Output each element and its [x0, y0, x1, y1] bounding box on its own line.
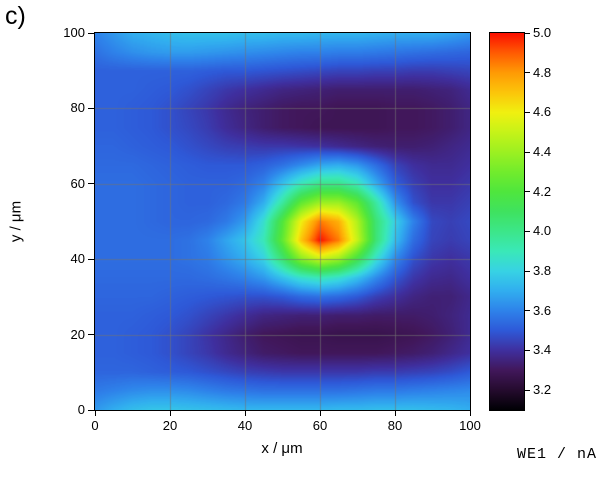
colorbar-tick-label: 3.6 [533, 302, 552, 318]
colorbar-tick [525, 270, 530, 272]
y-tick-label: 20 [70, 326, 85, 342]
x-axis-label: x / μm [261, 440, 303, 457]
heatmap-plot [94, 32, 471, 411]
colorbar-label: WE1 / nA [516, 446, 597, 463]
y-tick [88, 32, 94, 34]
x-tick-label: 20 [162, 418, 178, 433]
y-tick-label: 40 [70, 251, 85, 267]
x-tick-label: 40 [237, 418, 253, 433]
y-axis-label: y / μm [7, 200, 25, 243]
x-tick-label: 100 [459, 418, 481, 433]
colorbar-tick-label: 4.0 [533, 223, 552, 239]
y-tick [88, 107, 94, 109]
colorbar-tick [525, 230, 530, 232]
colorbar-tick [525, 111, 530, 113]
y-tick [88, 334, 94, 336]
x-tick-label: 0 [91, 418, 99, 433]
colorbar-tick-label: 4.2 [533, 183, 552, 199]
colorbar-tick [525, 191, 530, 193]
x-tick-label: 60 [312, 418, 328, 433]
y-tick [88, 258, 94, 260]
y-tick-label: 0 [77, 402, 85, 417]
colorbar-tick-label: 3.8 [533, 263, 552, 279]
y-tick-label: 100 [63, 25, 85, 40]
colorbar-tick [525, 32, 530, 34]
x-tick [169, 411, 171, 416]
figure-label: c) [5, 2, 26, 30]
x-tick [244, 411, 246, 416]
y-tick-label: 60 [70, 175, 85, 191]
colorbar-tick [525, 72, 530, 74]
colorbar-tick-label: 4.4 [533, 144, 552, 160]
colorbar-tick [525, 310, 530, 312]
x-tick-label: 80 [387, 418, 403, 433]
x-tick [94, 411, 96, 416]
x-tick [319, 411, 321, 416]
colorbar-tick-label: 5.0 [533, 25, 552, 40]
y-tick [88, 409, 94, 411]
x-tick [469, 411, 471, 416]
colorbar-tick [525, 349, 530, 351]
y-tick [88, 183, 94, 185]
colorbar-tick-label: 3.4 [533, 342, 552, 358]
colorbar-tick-label: 3.2 [533, 382, 552, 398]
colorbar-tick [525, 151, 530, 153]
colorbar [489, 32, 525, 411]
colorbar-tick [525, 389, 530, 391]
colorbar-tick-label: 4.6 [533, 104, 552, 120]
colorbar-tick-label: 4.8 [533, 64, 552, 80]
heatmap-canvas [95, 33, 470, 410]
x-tick [394, 411, 396, 416]
y-tick-label: 80 [70, 100, 85, 116]
